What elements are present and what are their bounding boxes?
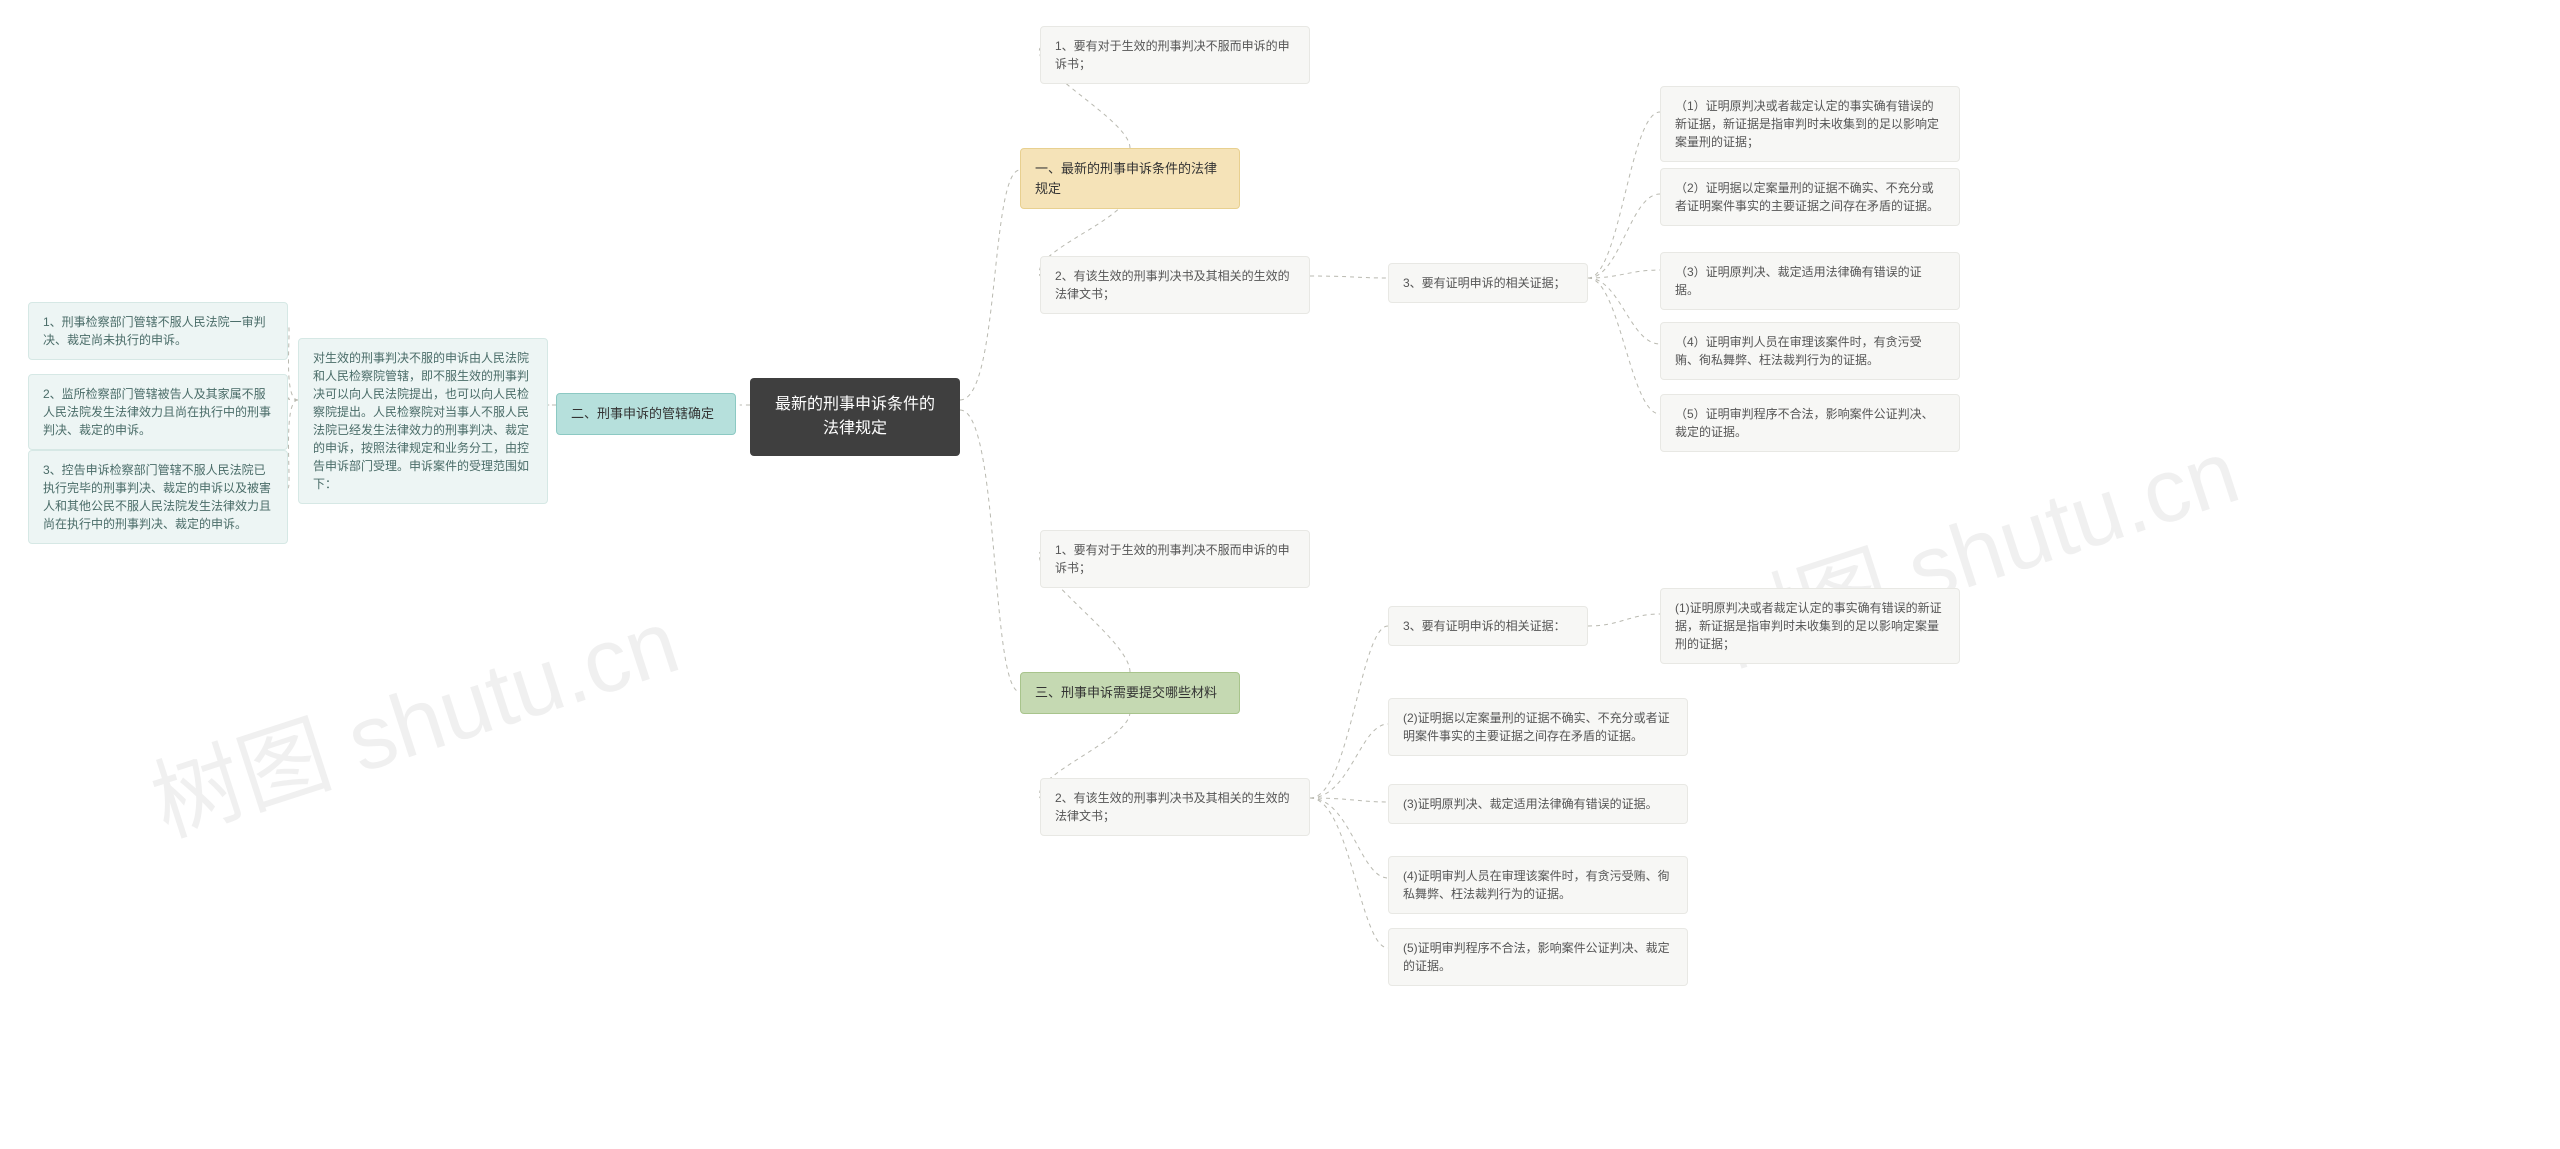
watermark: 树图 shutu.cn — [133, 569, 692, 861]
branch-three-ev-5: (5)证明审判程序不合法，影响案件公证判决、裁定的证据。 — [1388, 928, 1688, 986]
branch-one-ev-2: （2）证明据以定案量刑的证据不确实、不充分或者证明案件事实的主要证据之间存在矛盾… — [1660, 168, 1960, 226]
branch-three-child-2: 2、有该生效的刑事判决书及其相关的生效的法律文书； — [1040, 778, 1310, 836]
branch-one-ev-1: （1）证明原判决或者裁定认定的事实确有错误的新证据，新证据是指审判时未收集到的足… — [1660, 86, 1960, 162]
branch-three-ev-2: (2)证明据以定案量刑的证据不确实、不充分或者证明案件事实的主要证据之间存在矛盾… — [1388, 698, 1688, 756]
branch-three-ev-4: (4)证明审判人员在审理该案件时，有贪污受贿、徇私舞弊、枉法裁判行为的证据。 — [1388, 856, 1688, 914]
branch-three-child-1: 1、要有对于生效的刑事判决不服而申诉的申诉书； — [1040, 530, 1310, 588]
branch-two-desc: 对生效的刑事判决不服的申诉由人民法院和人民检察院管辖，即不服生效的刑事判决可以向… — [298, 338, 548, 504]
branch-one[interactable]: 一、最新的刑事申诉条件的法律规定 — [1020, 148, 1240, 209]
branch-one-child-2: 2、有该生效的刑事判决书及其相关的生效的法律文书； — [1040, 256, 1310, 314]
branch-three-ev-3: (3)证明原判决、裁定适用法律确有错误的证据。 — [1388, 784, 1688, 824]
branch-two-item-3: 3、控告申诉检察部门管辖不服人民法院已执行完毕的刑事判决、裁定的申诉以及被害人和… — [28, 450, 288, 544]
branch-three-ev-1: (1)证明原判决或者裁定认定的事实确有错误的新证据，新证据是指审判时未收集到的足… — [1660, 588, 1960, 664]
branch-one-ev-3: （3）证明原判决、裁定适用法律确有错误的证据。 — [1660, 252, 1960, 310]
branch-two-item-2: 2、监所检察部门管辖被告人及其家属不服人民法院发生法律效力且尚在执行中的刑事判决… — [28, 374, 288, 450]
branch-two-item-1: 1、刑事检察部门管辖不服人民法院一审判决、裁定尚未执行的申诉。 — [28, 302, 288, 360]
branch-one-ev-4: （4）证明审判人员在审理该案件时，有贪污受贿、徇私舞弊、枉法裁判行为的证据。 — [1660, 322, 1960, 380]
branch-one-evidence: 3、要有证明申诉的相关证据； — [1388, 263, 1588, 303]
branch-two[interactable]: 二、刑事申诉的管辖确定 — [556, 393, 736, 435]
branch-one-ev-5: （5）证明审判程序不合法，影响案件公证判决、裁定的证据。 — [1660, 394, 1960, 452]
root-node[interactable]: 最新的刑事申诉条件的法律规定 — [750, 378, 960, 456]
branch-one-child-1: 1、要有对于生效的刑事判决不服而申诉的申诉书； — [1040, 26, 1310, 84]
branch-three[interactable]: 三、刑事申诉需要提交哪些材料 — [1020, 672, 1240, 714]
branch-three-evidence: 3、要有证明申诉的相关证据： — [1388, 606, 1588, 646]
